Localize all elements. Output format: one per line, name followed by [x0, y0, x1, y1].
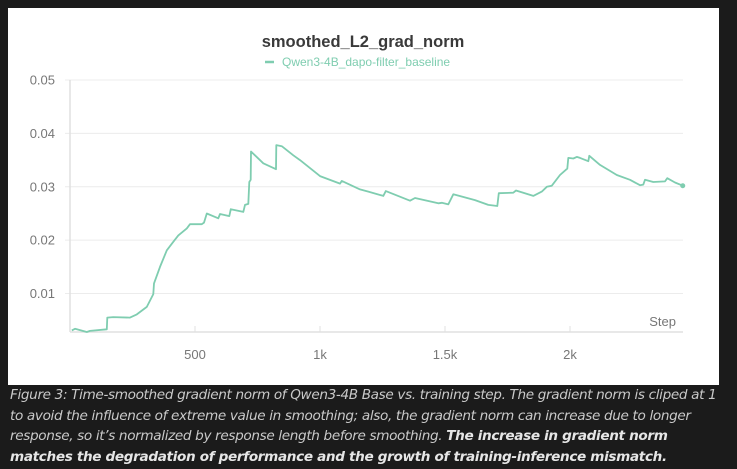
y-tick-label: 0.04 — [30, 126, 55, 141]
legend-label[interactable]: Qwen3-4B_dapo-filter_baseline — [282, 55, 450, 69]
series-endpoint — [680, 183, 686, 189]
x-axis-label: Step — [649, 314, 676, 329]
y-tick-label: 0.01 — [30, 286, 55, 301]
caption-text: Figure 3: Time-smoothed gradient norm of… — [10, 387, 717, 444]
y-tick-label: 0.02 — [30, 233, 55, 248]
series-line[interactable] — [71, 144, 684, 333]
x-tick-label: 2k — [563, 347, 577, 362]
x-tick-label: 500 — [184, 347, 206, 362]
chart-card — [8, 8, 719, 385]
x-tick-label: 1.5k — [433, 347, 458, 362]
x-tick-label: 1k — [313, 347, 327, 362]
chart-title: smoothed_L2_grad_norm — [262, 33, 465, 51]
caption-emphasis: The increase in gradient norm matches th… — [10, 428, 668, 465]
figure-caption: Figure 3: Time-smoothed gradient norm of… — [10, 385, 725, 467]
y-tick-label: 0.05 — [30, 73, 55, 88]
y-tick-label: 0.03 — [30, 179, 55, 194]
